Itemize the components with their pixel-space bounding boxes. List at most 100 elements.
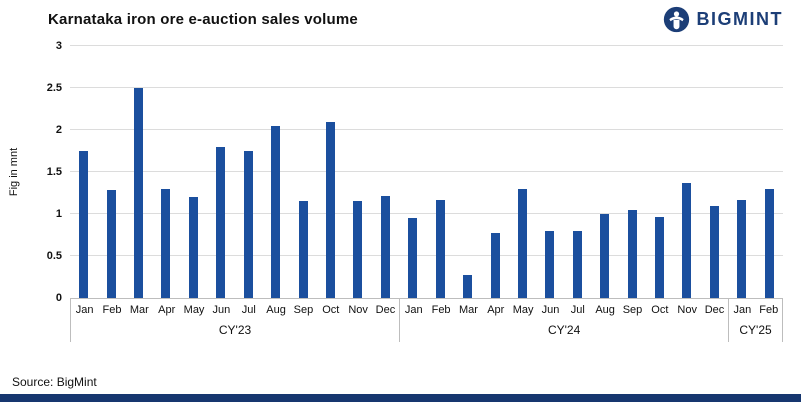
- bar-cell: [344, 46, 371, 298]
- x-axis-labels: Jan Feb Mar Apr May Jun Jul Aug Sep Oct Nov Dec CY'2…: [70, 299, 783, 342]
- chart-header: Karnataka iron ore e-auction sales volum…: [0, 0, 801, 38]
- bar-mar-cy24: [463, 275, 473, 298]
- x-tick-label: Jun: [541, 303, 560, 316]
- month-label-row: Jan Feb: [729, 299, 782, 320]
- bar-cell: [235, 46, 262, 298]
- gridline: [70, 87, 783, 88]
- bar-cell: [97, 46, 124, 298]
- month-label-row: Jan Feb Mar Apr May Jun Jul Aug Sep Oct Nov Dec: [71, 299, 399, 320]
- x-tick-label: Jan: [404, 303, 423, 316]
- x-tick-label: Apr: [487, 303, 505, 316]
- bar-may-cy24: [517, 188, 527, 298]
- bar-cell: [399, 46, 426, 298]
- bar-cell: [372, 46, 399, 298]
- bar-cell: [481, 46, 508, 298]
- bar-dec-cy24: [709, 205, 719, 298]
- bar-jul-cy23: [243, 151, 253, 298]
- x-tick-label: Jul: [241, 303, 256, 316]
- bar-cell: [756, 46, 783, 298]
- bar-cell: [70, 46, 97, 298]
- bar-group-CY25: [728, 46, 783, 298]
- x-tick-label: Jun: [212, 303, 231, 316]
- bar-jan-cy25: [737, 199, 747, 298]
- x-tick-label: Aug: [595, 303, 615, 316]
- x-tick-label: Mar: [129, 303, 149, 316]
- gridline: [70, 171, 783, 172]
- gridline: [70, 213, 783, 214]
- bar-cell: [701, 46, 728, 298]
- x-tick-label: Feb: [431, 303, 451, 316]
- gridline: [70, 45, 783, 46]
- axis-group-CY24: Jan Feb Mar Apr May Jun Jul Aug Sep Oct Nov Dec CY'2…: [399, 299, 728, 342]
- x-tick-label: Oct: [651, 303, 669, 316]
- bar-cell: [426, 46, 453, 298]
- bar-cell: [509, 46, 536, 298]
- y-tick-label: 0.5: [46, 250, 62, 262]
- y-tick-label: 3: [55, 40, 62, 52]
- bar-apr-cy23: [161, 188, 171, 298]
- x-tick-label: Jan: [75, 303, 94, 316]
- x-tick-label: Jul: [570, 303, 585, 316]
- bar-cell: [125, 46, 152, 298]
- x-tick-label: Dec: [375, 303, 396, 316]
- bar-jan-cy24: [408, 218, 418, 298]
- bar-cell: [564, 46, 591, 298]
- bar-jul-cy24: [572, 230, 582, 298]
- x-tick-label: Nov: [348, 303, 368, 316]
- bar-cell: [207, 46, 234, 298]
- y-tick-label: 1: [55, 208, 62, 220]
- year-group-label: CY'25: [739, 323, 772, 337]
- bar-cell: [618, 46, 645, 298]
- x-tick-label: Aug: [266, 303, 286, 316]
- bar-mar-cy23: [134, 88, 144, 298]
- month-label-row: Jan Feb Mar Apr May Jun Jul Aug Sep Oct Nov Dec: [400, 299, 728, 320]
- bar-jun-cy23: [216, 146, 226, 298]
- brand-logo: BIGMINT: [663, 6, 784, 33]
- brand-name: BIGMINT: [696, 9, 783, 29]
- x-tick-label: Mar: [458, 303, 478, 316]
- x-tick-label: Sep: [622, 303, 643, 316]
- y-axis-title: Fig in mnt: [8, 147, 20, 197]
- bar-nov-cy23: [353, 201, 363, 298]
- bar-sep-cy23: [298, 201, 308, 298]
- bar-may-cy23: [188, 197, 198, 298]
- bar-feb-cy24: [435, 199, 445, 298]
- bars-container: [70, 46, 783, 298]
- bar-sep-cy24: [627, 209, 637, 298]
- year-group-label: CY'24: [547, 323, 581, 337]
- x-tick-label: Nov: [677, 303, 697, 316]
- x-tick-label: Feb: [102, 303, 122, 316]
- x-tick-label: Apr: [158, 303, 176, 316]
- x-tick-label: Dec: [704, 303, 725, 316]
- bigmint-icon: [663, 6, 689, 33]
- year-group-label: CY'23: [218, 323, 252, 337]
- axis-group-CY23: Jan Feb Mar Apr May Jun Jul Aug Sep Oct Nov Dec CY'2…: [70, 299, 399, 342]
- bar-group-CY24: [399, 46, 728, 298]
- bar-cell: [152, 46, 179, 298]
- chart-area: 0 0.5 1 1.5 2 2.5 3 Fig in mnt Jan Feb Mar Apr May…: [8, 40, 783, 342]
- bar-apr-cy24: [490, 233, 500, 298]
- x-tick-label: Jan: [733, 303, 752, 316]
- source-note: Source: BigMint: [12, 375, 97, 389]
- bar-cell: [536, 46, 563, 298]
- x-tick-label: May: [512, 303, 534, 316]
- bar-aug-cy23: [271, 125, 281, 298]
- bar-cell: [728, 46, 755, 298]
- gridline: [70, 255, 783, 256]
- y-tick-label: 2.5: [46, 82, 62, 94]
- gridline: [70, 129, 783, 130]
- y-tick-label: 2: [55, 124, 62, 136]
- bar-jun-cy24: [545, 230, 555, 298]
- bar-cell: [454, 46, 481, 298]
- bar-aug-cy24: [600, 214, 610, 298]
- bar-jan-cy23: [79, 151, 89, 298]
- bar-group-CY23: [70, 46, 399, 298]
- bar-cell: [289, 46, 316, 298]
- bar-oct-cy23: [326, 121, 335, 298]
- bar-cell: [180, 46, 207, 298]
- x-tick-label: Feb: [759, 303, 779, 316]
- chart-title: Karnataka iron ore e-auction sales volum…: [48, 11, 358, 28]
- bar-nov-cy24: [682, 182, 692, 298]
- x-tick-label: Oct: [322, 303, 340, 316]
